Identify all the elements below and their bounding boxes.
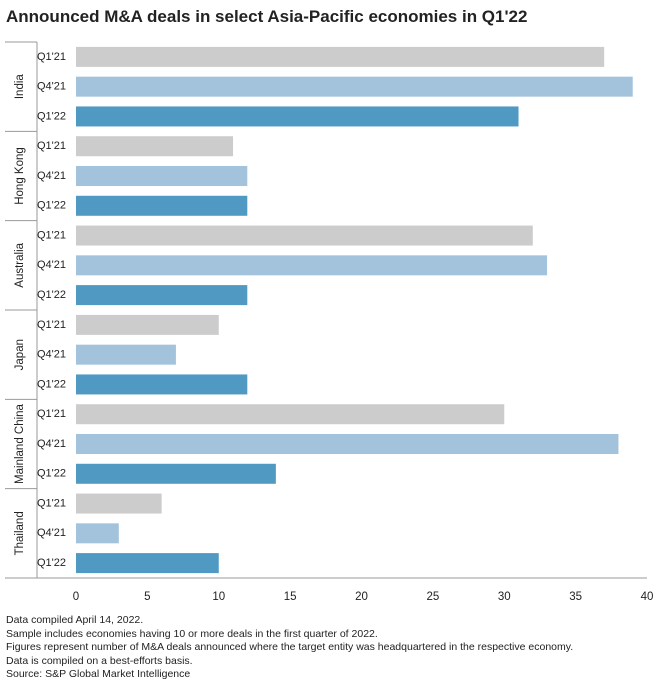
bar	[76, 344, 176, 365]
bar	[76, 136, 234, 157]
bar-chart: India Q1'21 Q4'21 Q1'22 Hong Kong Q1'21 Q4'21 Q…	[5, 41, 654, 603]
group-label: Hong Kong	[14, 147, 26, 205]
quarter-label: Q4'21	[37, 81, 66, 93]
group-label: Thailand	[14, 511, 26, 555]
x-tick-label: 0	[73, 591, 79, 603]
note: Source: S&P Global Market Intelligence	[6, 668, 191, 680]
bar	[76, 255, 548, 276]
quarter-label: Q1'22	[37, 289, 66, 301]
note: Figures represent number of M&A deals an…	[6, 641, 574, 653]
quarter-label: Q1'21	[37, 497, 66, 509]
quarter-label: Q4'21	[37, 259, 66, 271]
x-tick-label: 20	[355, 591, 368, 603]
chart-title: Announced M&A deals in select Asia-Pacif…	[6, 7, 528, 26]
quarter-label: Q1'21	[37, 51, 66, 63]
bar	[76, 463, 276, 484]
group-label: India	[14, 74, 26, 100]
x-tick-label: 15	[284, 591, 297, 603]
x-tick-label: 40	[641, 591, 654, 603]
x-tick-label: 5	[144, 591, 150, 603]
bar	[76, 76, 633, 97]
quarter-label: Q4'21	[37, 170, 66, 182]
x-tick-label: 10	[212, 591, 225, 603]
quarter-label: Q1'22	[37, 557, 66, 569]
bar	[76, 493, 162, 514]
quarter-label: Q1'22	[37, 110, 66, 122]
quarter-label: Q1'21	[37, 319, 66, 331]
x-tick-label: 25	[426, 591, 439, 603]
bar	[76, 106, 519, 127]
note: Data compiled April 14, 2022.	[6, 614, 144, 626]
quarter-label: Q4'21	[37, 349, 66, 361]
bar	[76, 195, 248, 216]
x-tick-label: 35	[569, 591, 582, 603]
quarter-label: Q1'22	[37, 200, 66, 212]
group-label: Mainland China	[14, 403, 26, 484]
bar	[76, 166, 248, 186]
note: Data is compiled on a best-efforts basis…	[6, 654, 193, 667]
bar	[76, 374, 248, 395]
bar	[76, 285, 248, 306]
note: Sample includes economies having 10 or m…	[6, 627, 378, 640]
bar	[76, 225, 533, 246]
quarter-label: Q1'22	[37, 378, 66, 390]
bar	[76, 553, 219, 574]
bar	[76, 523, 119, 544]
chart-notes: Data compiled April 14, 2022. Sample inc…	[6, 614, 573, 682]
bar	[76, 46, 605, 67]
x-tick-label: 30	[498, 591, 511, 603]
quarter-label: Q4'21	[37, 438, 66, 450]
quarter-label: Q4'21	[37, 527, 66, 539]
group-label: Japan	[14, 339, 26, 370]
quarter-label: Q1'21	[37, 229, 66, 241]
quarter-label: Q1'21	[37, 140, 66, 152]
bar	[76, 314, 219, 335]
bar	[76, 404, 505, 425]
quarter-label: Q1'22	[37, 468, 66, 480]
quarter-label: Q1'21	[37, 408, 66, 420]
bar	[76, 434, 619, 454]
group-label: Australia	[14, 242, 26, 287]
